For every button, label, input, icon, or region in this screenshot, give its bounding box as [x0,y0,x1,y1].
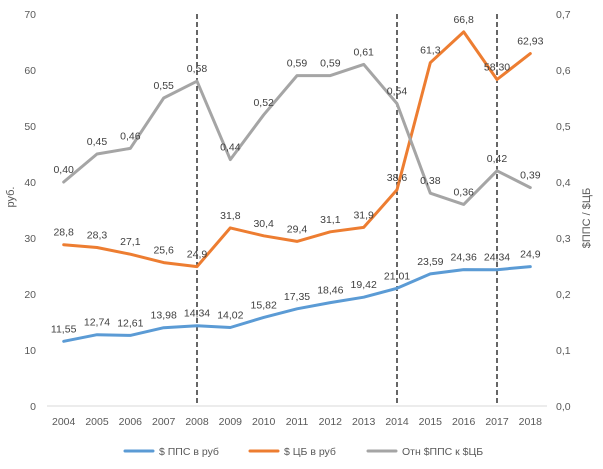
data-label: 58,30 [484,62,510,74]
data-label: 25,6 [153,245,174,257]
x-axis-tick-label: 2004 [52,416,76,428]
data-label: 0,59 [287,58,308,70]
data-label: 0,45 [87,136,108,148]
left-axis-tick-label: 10 [24,345,36,357]
x-axis-tick-label: 2005 [85,416,109,428]
right-axis-title: $ППС / $ЦБ [581,188,593,249]
right-axis-ticks: 0,0 0,1 0,2 0,3 0,4 0,5 0,6 0,7 [556,9,571,413]
data-label: 18,46 [317,285,343,297]
x-axis-tick-label: 2015 [419,416,443,428]
left-axis-tick-label: 0 [30,401,36,413]
data-label: 24,9 [187,249,208,261]
data-label: 0,44 [220,142,241,154]
right-axis-tick-label: 0,1 [556,345,571,357]
data-label: 11,55 [51,323,77,335]
data-label: 29,4 [287,223,308,235]
x-axis-tick-label: 2014 [385,416,409,428]
data-label: 0,52 [253,97,274,109]
data-label: 0,54 [387,86,408,98]
data-label: 24,9 [520,249,541,261]
data-label: 28,3 [87,230,108,242]
data-label: 14,34 [184,308,210,320]
data-label: 66,8 [453,14,474,26]
right-axis-tick-label: 0,5 [556,121,571,133]
data-labels: 11,55 12,74 12,61 13,98 14,34 14,02 15,82 17,35… [51,14,544,335]
left-axis-title: руб. [5,187,17,208]
data-label: 15,82 [251,299,277,311]
data-label: 21,01 [384,270,410,282]
x-axis-tick-label: 2006 [119,416,143,428]
right-axis-tick-label: 0,7 [556,9,571,21]
left-axis-ticks: 0 10 20 30 40 50 60 70 [24,9,36,413]
x-axis-tick-label: 2012 [319,416,343,428]
data-label: 14,02 [217,309,243,321]
left-axis-tick-label: 60 [24,65,36,77]
legend-item-1: $ ППС в руб [123,446,219,458]
left-axis-tick-label: 50 [24,121,36,133]
data-label: 0,59 [320,58,341,70]
data-label: 12,61 [117,317,143,329]
data-label: 31,8 [220,210,241,222]
data-label: 12,74 [84,317,110,329]
series-line-2 [62,30,532,269]
data-label: 27,1 [120,236,141,248]
data-label: 0,61 [353,46,374,58]
data-label: 28,8 [53,227,74,239]
x-axis-tick-label: 2016 [452,416,476,428]
data-label: 17,35 [284,291,310,303]
left-axis-tick-label: 20 [24,289,36,301]
data-label: 24,34 [484,252,510,264]
series-line-3 [62,62,532,206]
legend: $ ППС в руб $ ЦБ в руб Отн $ППС к $ЦБ [123,446,483,458]
data-label: 23,59 [417,256,443,268]
left-axis-tick-label: 40 [24,177,36,189]
data-label: 0,58 [187,63,208,75]
x-axis-tick-label: 2013 [352,416,376,428]
series-lines [62,30,532,343]
legend-item-3: Отн $ППС к $ЦБ [366,446,483,458]
data-label: 0,46 [120,130,141,142]
legend-item-2: $ ЦБ в руб [248,446,336,458]
right-axis-tick-label: 0,6 [556,65,571,77]
x-axis-tick-label: 2018 [519,416,543,428]
right-axis-tick-label: 0,2 [556,289,571,301]
x-axis-ticks: 2004 2005 2006 2007 2008 2009 2010 2011 2012 2013… [47,405,547,428]
legend-label: $ ЦБ в руб [284,446,336,458]
series-line-1 [62,265,532,343]
right-axis-tick-label: 0,4 [556,177,571,189]
right-axis-tick-label: 0,3 [556,233,571,245]
left-axis-tick-label: 70 [24,9,36,21]
x-axis-tick-label: 2008 [185,416,209,428]
data-label: 0,42 [487,153,508,165]
x-axis-tick-label: 2017 [485,416,509,428]
x-axis-tick-label: 2010 [252,416,276,428]
data-label: 0,38 [420,175,441,187]
data-label: 30,4 [253,218,274,230]
data-label: 0,40 [53,164,74,176]
right-axis-tick-label: 0,0 [556,401,571,413]
data-label: 0,36 [453,186,474,198]
data-label: 38,6 [387,172,408,184]
data-label: 0,39 [520,170,541,182]
data-label: 62,93 [517,36,543,48]
vertical-reference-lines [196,14,498,406]
x-axis-tick-label: 2009 [219,416,243,428]
data-label: 13,98 [151,310,177,322]
data-label: 0,55 [153,80,174,92]
x-axis-tick-label: 2007 [152,416,176,428]
legend-label: $ ППС в руб [159,446,219,458]
legend-label: Отн $ППС к $ЦБ [402,446,483,458]
data-label: 31,1 [320,214,341,226]
data-label: 31,9 [353,209,374,221]
data-label: 24,36 [451,252,477,264]
x-axis-tick-label: 2011 [286,416,309,428]
data-label: 19,42 [351,279,377,291]
left-axis-tick-label: 30 [24,233,36,245]
data-label: 61,3 [420,45,441,57]
